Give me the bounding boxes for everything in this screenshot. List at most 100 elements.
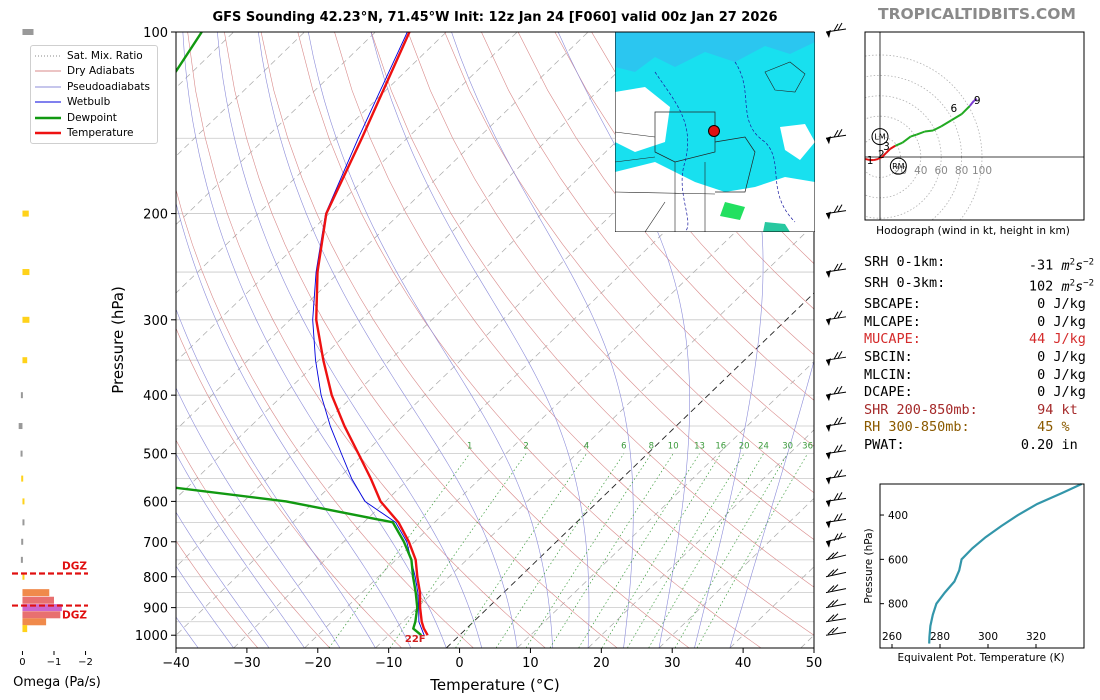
omega-axis-label: Omega (Pa/s) <box>13 675 101 690</box>
mixing-ratio-line <box>674 453 788 648</box>
index-row: SRH 0-1km: -31 m2s−2 <box>864 254 1094 275</box>
y-tick-label: 400 <box>143 389 168 404</box>
index-label: SBCIN: <box>864 348 913 365</box>
omega-tick-label: 0 <box>19 657 25 668</box>
omega-bar <box>22 618 47 626</box>
x-tick-label: 30 <box>664 656 681 671</box>
index-number: 45 <box>1037 419 1054 436</box>
wind-barb <box>825 584 847 594</box>
legend-label: Pseudoadiabats <box>67 80 150 93</box>
dry-adiabat <box>176 439 330 648</box>
pseudoadiabat <box>176 511 270 648</box>
mixing-ratio-label: 1 <box>467 442 472 452</box>
index-row: MLCAPE: 0 J/kg <box>864 314 1094 332</box>
index-unit: J/kg <box>1045 313 1094 330</box>
mixing-ratio-line <box>525 453 652 648</box>
index-label: RH 300-850mb: <box>864 419 970 436</box>
wind-barb <box>825 204 847 220</box>
index-label: SHR 200-850mb: <box>864 401 978 418</box>
index-unit: in <box>1053 436 1094 453</box>
index-label: SBCAPE: <box>864 296 921 313</box>
mixing-ratio-line <box>601 453 722 648</box>
dry-adiabat <box>224 32 618 648</box>
omega-bar <box>21 475 24 482</box>
index-number: 0.20 <box>1020 436 1054 453</box>
index-number: 0 <box>1037 313 1046 330</box>
y-tick-label: 200 <box>143 208 168 223</box>
mixing-ratio-label: 8 <box>649 442 654 452</box>
index-label: PWAT: <box>864 436 905 453</box>
omega-bar <box>21 538 24 545</box>
mixing-ratio-line <box>455 453 587 648</box>
isotherm-line <box>176 32 660 499</box>
inset-map <box>615 32 815 232</box>
y-tick-label: 700 <box>143 536 168 551</box>
mixing-ratio-line <box>648 453 764 648</box>
y-tick-label: 1000 <box>135 629 168 644</box>
dry-adiabat <box>591 32 814 310</box>
index-unit: kt <box>1053 401 1094 418</box>
legend: Sat. Mix. Ratio Dry Adiabats Pseudoadiabat… <box>30 45 158 144</box>
dry-adiabat <box>444 32 814 494</box>
index-unit: m2s−2 <box>1061 257 1094 274</box>
wind-barb <box>825 551 847 561</box>
omega-bar <box>20 450 23 457</box>
legend-label: Dewpoint <box>67 111 117 124</box>
omega-bar <box>20 392 23 399</box>
isotherm-line <box>304 155 814 648</box>
wind-barb <box>825 599 847 609</box>
dry-adiabat <box>517 32 814 401</box>
x-tick-label: −40 <box>162 656 189 671</box>
index-number: 0 <box>1037 384 1046 401</box>
index-value: 0 J/kg <box>1037 296 1094 314</box>
omega-tick-label: −1 <box>47 657 62 668</box>
x-tick-label: 10 <box>522 656 539 671</box>
pseudoadiabat <box>258 32 518 648</box>
index-number: 102 <box>1028 278 1054 295</box>
index-row: SBCIN: 0 J/kg <box>864 349 1094 367</box>
legend-label: Dry Adiabats <box>67 65 135 78</box>
sounding-indices: SRH 0-1km: -31 m2s−2 SRH 0-3km: 102 m2s−2 SB… <box>864 254 1094 455</box>
omega-bar <box>22 357 28 364</box>
mixing-ratio-label: 6 <box>621 442 626 452</box>
legend-swatch <box>35 86 61 88</box>
wind-barb <box>825 22 847 38</box>
omega-bar <box>22 316 30 323</box>
index-label: MUCAPE: <box>864 331 921 348</box>
omega-bar <box>22 573 25 580</box>
temperature-line <box>315 32 429 636</box>
index-number: 0 <box>1037 348 1046 365</box>
legend-item: Wetbulb <box>33 95 157 111</box>
wind-barb <box>825 513 847 529</box>
wind-barb <box>825 385 847 402</box>
x-tick-label: −20 <box>304 656 331 671</box>
index-row: PWAT: 0.20 in <box>864 437 1094 455</box>
wind-barb <box>825 350 847 367</box>
wind-barb <box>825 626 847 636</box>
omega-bar <box>22 611 61 619</box>
index-row: SHR 200-850mb: 94 kt <box>864 402 1094 420</box>
index-value: 0 J/kg <box>1037 384 1094 402</box>
dgz-label: DGZ <box>62 610 87 622</box>
index-unit: % <box>1053 419 1094 436</box>
omega-bar <box>22 210 29 217</box>
index-value: 0 J/kg <box>1037 349 1094 367</box>
y-tick-label: 900 <box>143 602 168 617</box>
index-number: 94 <box>1037 401 1054 418</box>
pseudoadiabat <box>182 32 447 648</box>
dry-adiabat <box>334 32 814 636</box>
mixing-ratio-line <box>389 453 527 648</box>
mixing-ratio-line <box>495 453 625 648</box>
index-row: MLCIN: 0 J/kg <box>864 367 1094 385</box>
legend-label: Temperature <box>67 127 134 140</box>
mixing-ratio-label: 20 <box>739 442 750 452</box>
y-tick-label: 800 <box>143 571 168 586</box>
index-value: 94 kt <box>1037 402 1094 420</box>
legend-item: Temperature <box>33 126 157 142</box>
wind-barb <box>825 532 847 548</box>
mixing-ratio-line <box>549 453 674 648</box>
mixing-ratio-label: 30 <box>782 442 793 452</box>
x-tick-label: 20 <box>593 656 610 671</box>
legend-swatch <box>35 70 61 72</box>
mixing-ratio-line <box>328 453 471 648</box>
